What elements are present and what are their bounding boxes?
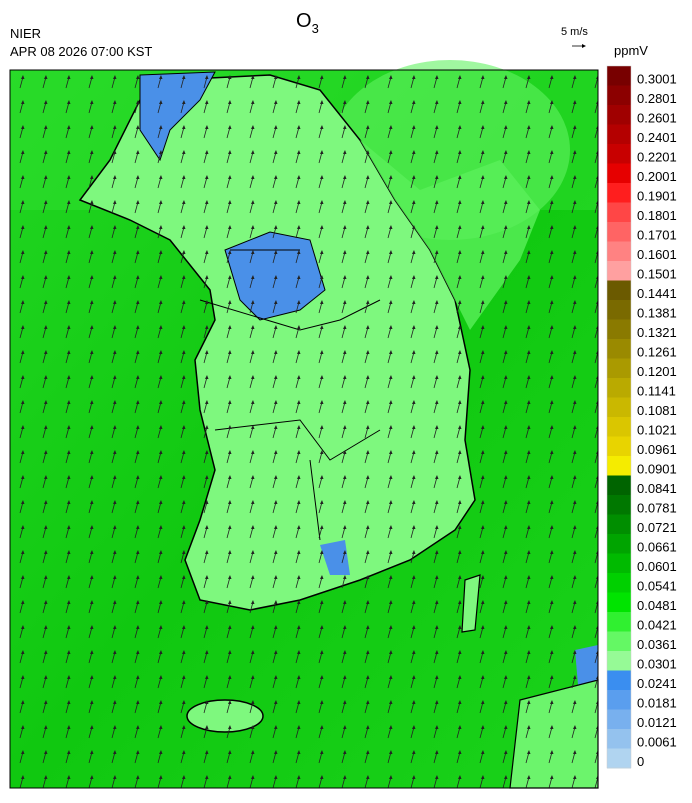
colorbar-label: 0.1261	[637, 345, 677, 360]
colorbar-segment	[607, 573, 631, 593]
colorbar-label: 0.1601	[637, 247, 677, 262]
colorbar-label: 0.0481	[637, 598, 677, 613]
colorbar-segment	[607, 66, 631, 86]
colorbar-label: 0.1201	[637, 364, 677, 379]
colorbar-label: 0.1701	[637, 228, 677, 243]
colorbar-label: 0.0901	[637, 462, 677, 477]
colorbar: 0.3001 0.2801 0.2601 0.2401 0.2201 0.2001 0.19…	[606, 65, 677, 769]
colorbar-label: 0.1381	[637, 306, 677, 321]
colorbar-segment	[607, 280, 631, 301]
colorbar-segment	[607, 144, 631, 164]
colorbar-label: 0.0061	[637, 735, 677, 750]
colorbar-segment	[607, 163, 631, 184]
colorbar-label: 0.0781	[637, 501, 677, 516]
colorbar-segment	[607, 456, 631, 476]
colorbar-segment	[607, 495, 631, 515]
colorbar-label: 0.0721	[637, 520, 677, 535]
agency: NIER	[10, 26, 41, 41]
colorbar-segment	[607, 553, 631, 574]
colorbar-segment	[607, 339, 631, 359]
colorbar-label: 0.0601	[637, 559, 677, 574]
timestamp: APR 08 2026 07:00 KST	[10, 44, 152, 59]
colorbar-label: 0.2801	[637, 91, 677, 106]
colorbar-segment	[607, 534, 631, 554]
colorbar-segment	[607, 105, 631, 125]
colorbar-label: 0.0421	[637, 618, 677, 633]
colorbar-label: 0.2401	[637, 130, 677, 145]
colorbar-label: 0.3001	[637, 72, 677, 87]
colorbar-label: 0.0181	[637, 696, 677, 711]
map	[9, 60, 599, 789]
colorbar-segment	[607, 300, 631, 320]
colorbar-label: 0	[637, 754, 644, 769]
colorbar-label: 0.1441	[637, 286, 677, 301]
colorbar-label: 0.1901	[637, 189, 677, 204]
title: O3	[296, 10, 319, 36]
colorbar-unit: ppmV	[614, 43, 648, 58]
colorbar-segment	[607, 748, 631, 769]
colorbar-label: 0.1141	[637, 384, 676, 399]
colorbar-label: 0.0301	[637, 657, 677, 672]
colorbar-segment	[607, 241, 631, 262]
colorbar-label: 0.0961	[637, 442, 677, 457]
colorbar-label: 0.1081	[637, 403, 677, 418]
colorbar-segment	[607, 631, 631, 652]
colorbar-segment	[607, 358, 631, 379]
colorbar-label: 0.2201	[637, 150, 677, 165]
colorbar-segment	[607, 222, 631, 242]
colorbar-label: 0.0841	[637, 481, 677, 496]
colorbar-segment	[607, 651, 631, 671]
colorbar-segment	[607, 319, 631, 340]
colorbar-segment	[607, 417, 631, 437]
colorbar-segment	[607, 475, 631, 496]
colorbar-segment	[607, 670, 631, 691]
colorbar-label: 0.2601	[637, 111, 677, 126]
colorbar-label: 0.1021	[637, 423, 677, 438]
colorbar-label: 0.1501	[637, 267, 677, 282]
colorbar-segment	[607, 124, 631, 145]
colorbar-segment	[607, 183, 631, 203]
colorbar-label: 0.0121	[637, 715, 677, 730]
colorbar-segment	[607, 690, 631, 710]
colorbar-segment	[607, 592, 631, 613]
colorbar-label: 0.0241	[637, 676, 677, 691]
colorbar-label: 0.1801	[637, 208, 677, 223]
colorbar-segment	[607, 709, 631, 730]
colorbar-segment	[607, 514, 631, 535]
colorbar-segment	[607, 397, 631, 418]
colorbar-segment	[607, 436, 631, 457]
colorbar-label: 0.0661	[637, 540, 677, 555]
colorbar-segment	[607, 261, 631, 281]
colorbar-segment	[607, 85, 631, 106]
colorbar-segment	[607, 202, 631, 223]
wind-scale-arrowhead	[582, 44, 586, 48]
colorbar-frame	[606, 65, 632, 769]
wind-scale: 5 m/s	[561, 26, 588, 38]
colorbar-label: 0.0541	[637, 579, 677, 594]
colorbar-label: 0.0361	[637, 637, 677, 652]
colorbar-segment	[607, 378, 631, 398]
colorbar-label: 0.1321	[637, 325, 677, 340]
colorbar-segment	[607, 729, 631, 749]
colorbar-label: 0.2001	[637, 169, 677, 184]
colorbar-segment	[607, 612, 631, 632]
